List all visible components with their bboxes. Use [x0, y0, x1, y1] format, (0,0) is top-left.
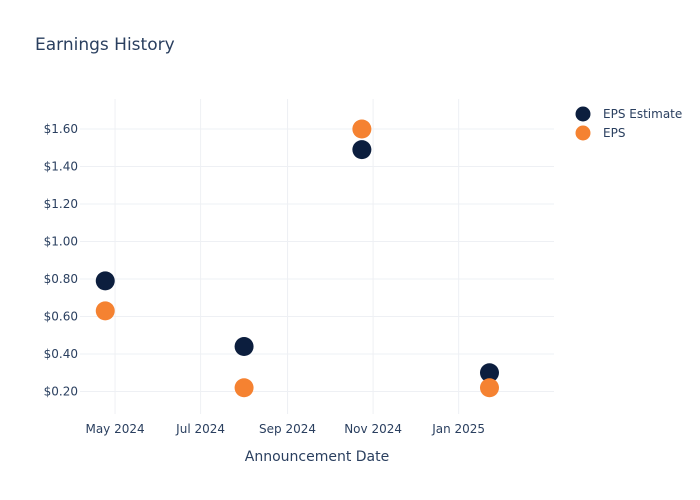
data-point[interactable]: [479, 378, 499, 398]
data-point[interactable]: [234, 337, 254, 356]
y-tick-label: $1.20: [44, 197, 78, 211]
data-point[interactable]: [479, 363, 499, 383]
x-tick-label: Sep 2024: [259, 422, 316, 436]
legend-label[interactable]: EPS Estimate: [603, 107, 682, 121]
y-axis-ticks: $0.20 $0.40 $0.60 $0.80 $1.00 $1.20 $1.40 $1.60: [44, 122, 78, 399]
legend-marker[interactable]: [575, 125, 591, 141]
y-tick-label: $1.00: [44, 235, 78, 249]
y-tick-label: $0.60: [44, 310, 78, 324]
grid-lines: [80, 99, 554, 414]
data-point[interactable]: [352, 119, 372, 139]
x-axis-title: Announcement Date: [245, 449, 389, 465]
x-tick-label: Jan 2025: [431, 422, 485, 436]
x-tick-label: Nov 2024: [344, 422, 402, 436]
chart-title: Earnings History: [35, 35, 175, 55]
y-tick-label: $0.40: [44, 347, 78, 361]
x-tick-label: May 2024: [85, 422, 144, 436]
data-points: [95, 119, 499, 398]
y-tick-label: $1.60: [44, 122, 78, 136]
y-tick-label: $0.80: [44, 272, 78, 286]
data-point[interactable]: [234, 378, 254, 398]
data-point[interactable]: [95, 271, 115, 291]
y-tick-label: $1.40: [44, 160, 78, 174]
y-tick-label: $0.20: [44, 385, 78, 399]
data-point[interactable]: [95, 301, 115, 321]
legend-label[interactable]: EPS: [603, 126, 625, 140]
legend: EPS Estimate EPS: [575, 106, 682, 141]
data-point[interactable]: [352, 140, 372, 160]
x-tick-label: Jul 2024: [175, 422, 225, 436]
legend-marker[interactable]: [575, 106, 591, 122]
x-axis-ticks: May 2024 Jul 2024 Sep 2024 Nov 2024 Jan 2025: [85, 422, 485, 436]
